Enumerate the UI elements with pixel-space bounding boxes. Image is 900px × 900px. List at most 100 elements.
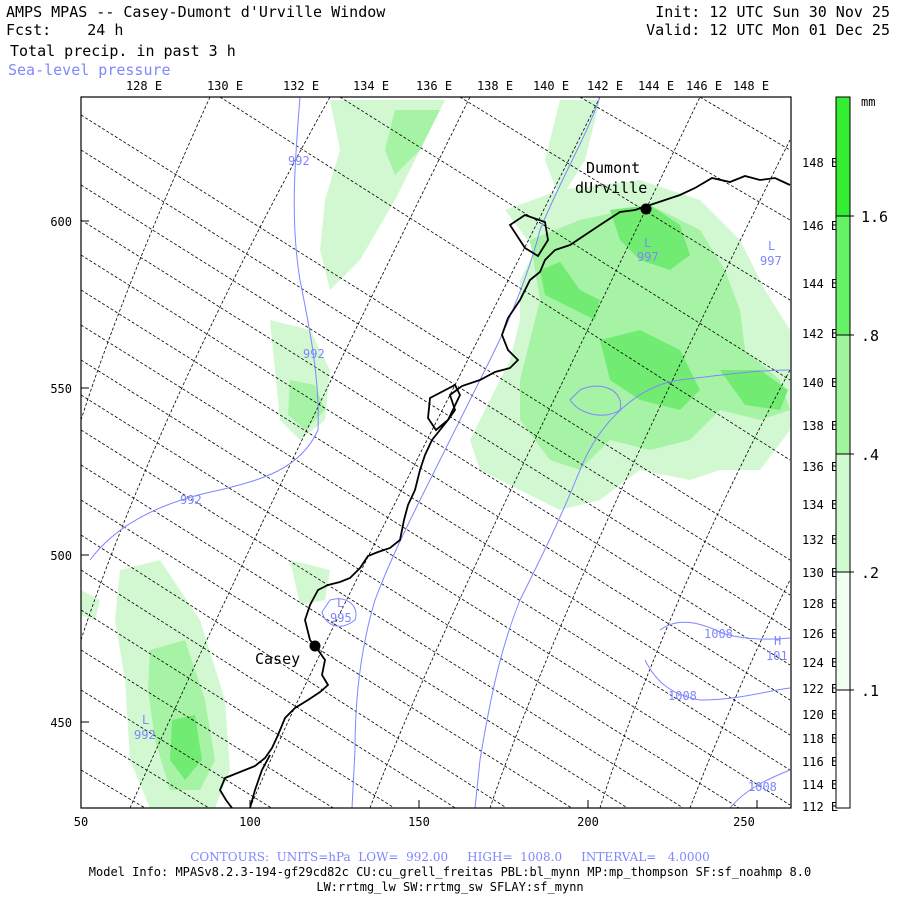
precip-area	[288, 380, 325, 430]
x-axis: 50 100 150 200 250	[74, 800, 758, 829]
precip-field	[81, 100, 790, 808]
x-tick-label: 50	[74, 815, 88, 829]
longitude-label: 140 E	[802, 376, 838, 390]
longitude-label: 142 E	[802, 327, 838, 341]
y-tick-label: 600	[50, 215, 72, 229]
meridian-line	[699, 97, 791, 151]
overlay-name: Sea-level pressure	[8, 61, 171, 79]
station-dumont: Dumont dUrville	[575, 159, 652, 215]
colorbar-label: .2	[861, 564, 879, 582]
isobar	[351, 97, 601, 808]
meridian-line	[81, 184, 791, 631]
field-name: Total precip. in past 3 h	[10, 42, 236, 60]
init-time: Init: 12 UTC Sun 30 Nov 25	[655, 3, 890, 21]
parallel-line	[599, 369, 791, 808]
precip-area	[720, 370, 788, 410]
forecast-label: Fcst:	[6, 21, 52, 39]
colorbar-segment	[836, 454, 850, 572]
longitude-label: 148 E	[733, 79, 769, 93]
longitude-label: 114 E	[802, 778, 838, 792]
longitude-label: 116 E	[802, 755, 838, 769]
pressure-label: 997	[760, 254, 782, 268]
low-marker: L	[644, 236, 651, 250]
parallel-line	[369, 97, 701, 808]
meridian-line	[81, 429, 685, 808]
x-tick-label: 100	[239, 815, 261, 829]
isobar	[644, 659, 791, 701]
meridian-line	[81, 359, 791, 806]
meridian-line	[81, 324, 791, 771]
pressure-contours	[89, 97, 791, 808]
longitude-label: 118 E	[802, 732, 838, 746]
longitude-label: 112 E	[802, 800, 838, 814]
isobar	[729, 769, 791, 808]
pressure-label: 992	[288, 154, 310, 168]
longitude-label: 144 E	[802, 277, 838, 291]
parallel-line	[689, 579, 791, 808]
parallel-line	[81, 97, 211, 421]
longitude-label: 122 E	[802, 682, 838, 696]
station-name: Casey	[255, 650, 300, 668]
longitude-label: 124 E	[802, 656, 838, 670]
meridian-line	[459, 97, 791, 301]
right-longitude-labels: 148 E 146 E 144 E 142 E 140 E 138 E 136 …	[802, 156, 838, 814]
pressure-label: 1008	[748, 780, 777, 794]
coast-line	[249, 754, 271, 808]
longitude-label: 144 E	[638, 79, 674, 93]
pressure-label: 995	[330, 611, 352, 625]
low-marker: L	[768, 239, 775, 253]
y-tick-label: 550	[50, 382, 72, 396]
meridian-line	[81, 609, 396, 808]
coastline	[218, 175, 791, 808]
meridian-line	[579, 97, 791, 221]
high-marker: H	[774, 634, 781, 648]
longitude-label: 128 E	[802, 597, 838, 611]
pressure-label: 997	[637, 250, 659, 264]
station-name: Dumont	[586, 159, 640, 177]
meridian-line	[81, 289, 791, 736]
parallel-line	[489, 139, 791, 808]
isobar	[474, 369, 791, 808]
parallel-line	[249, 97, 601, 808]
graticule	[81, 97, 791, 808]
parallel-line	[81, 97, 331, 641]
colorbar-segment	[836, 690, 850, 808]
x-tick-label: 250	[733, 815, 755, 829]
station-dot	[309, 640, 321, 652]
isobar	[659, 621, 791, 640]
colorbar-frame	[835, 96, 851, 809]
y-tick-label: 450	[50, 716, 72, 730]
longitude-label: 120 E	[802, 708, 838, 722]
longitude-label: 140 E	[533, 79, 569, 93]
longitude-label: 126 E	[802, 627, 838, 641]
colorbar-label: 1.6	[861, 208, 888, 226]
meridian-line	[81, 689, 273, 808]
precip-area	[540, 262, 600, 320]
longitude-label: 134 E	[802, 498, 838, 512]
longitude-label: 128 E	[126, 79, 162, 93]
precip-area	[170, 715, 202, 780]
isobar	[321, 598, 357, 627]
meridian-line	[81, 649, 334, 808]
contour-info: CONTOURS: UNITS=hPa LOW= 992.00 HIGH= 10…	[190, 850, 710, 864]
meridian-line	[81, 569, 457, 808]
longitude-label: 132 E	[283, 79, 319, 93]
pressure-label: 1008	[668, 689, 697, 703]
meridian-line	[81, 114, 791, 561]
coast-line	[508, 214, 549, 258]
model-info: Model Info: MPASv8.2.3-194-gf29cd82c CU:…	[88, 865, 812, 879]
colorbar-label: .1	[861, 682, 879, 700]
meridian-line	[219, 97, 791, 461]
pressure-label: 992	[303, 347, 325, 361]
meridian-line	[81, 534, 508, 808]
longitude-label: 134 E	[353, 79, 389, 93]
longitude-label: 146 E	[802, 219, 838, 233]
meridian-line	[81, 769, 146, 808]
precip-area	[610, 205, 690, 270]
colorbar-segment	[836, 335, 850, 454]
y-tick-label: 500	[50, 549, 72, 563]
model-info-2: LW:rrtmg_lw SW:rrtmg_sw SFLAY:sf_mynn	[316, 880, 584, 894]
coast-line	[427, 383, 462, 432]
station-casey: Casey	[255, 640, 321, 668]
